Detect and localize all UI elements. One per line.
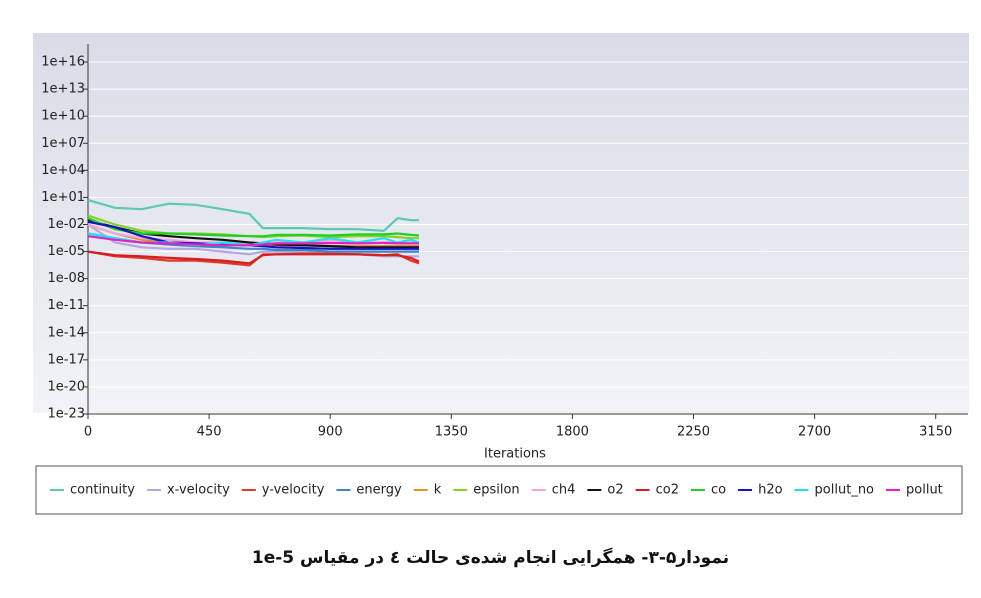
x-tick-label: 1350 xyxy=(435,425,468,440)
series-line xyxy=(87,220,419,250)
legend-label: continuity xyxy=(70,483,135,498)
y-tick-label: 1e-11 xyxy=(47,298,85,313)
chart: Iterations continuity x-velocity y-velocit… xyxy=(33,33,969,515)
y-tick-label: 1e+01 xyxy=(41,190,85,205)
x-tick-label: 3150 xyxy=(919,425,952,440)
legend-label: energy xyxy=(356,483,402,498)
legend-label: epsilon xyxy=(473,483,519,498)
y-tick-label: 1e-17 xyxy=(47,352,85,367)
y-tick-label: 1e-08 xyxy=(47,271,85,286)
legend-label: h2o xyxy=(758,483,783,498)
y-tick-label: 1e-23 xyxy=(47,407,85,422)
legend-label: o2 xyxy=(607,483,623,498)
legend-label: ch4 xyxy=(552,483,576,498)
legend-label: co2 xyxy=(656,483,679,498)
legend-label: pollut_no xyxy=(815,483,875,498)
x-tick-label: 900 xyxy=(318,425,343,440)
y-tick-label: 1e+13 xyxy=(41,82,85,97)
series-line xyxy=(87,199,419,232)
y-tick-label: 1e-05 xyxy=(47,244,85,259)
y-tick-label: 1e-20 xyxy=(47,379,85,394)
legend-label: k xyxy=(434,483,442,498)
legend-label: pollut xyxy=(906,483,943,498)
y-tick-label: 1e-02 xyxy=(47,217,85,232)
x-tick-label: 2700 xyxy=(798,425,831,440)
x-tick-label: 1800 xyxy=(556,425,589,440)
x-tick-label: 0 xyxy=(84,425,92,440)
series-line xyxy=(87,217,420,238)
y-tick-label: 1e-14 xyxy=(47,325,85,340)
y-tick-label: 1e+04 xyxy=(41,163,85,178)
legend-label: co xyxy=(711,483,726,498)
series-line xyxy=(87,250,420,265)
y-tick-label: 1e+10 xyxy=(41,109,85,124)
x-axis-label: Iterations xyxy=(484,447,546,462)
series-line xyxy=(87,223,419,248)
y-tick-label: 1e+07 xyxy=(41,136,85,151)
legend: continuity x-velocity y-velocity energy k eps… xyxy=(50,483,943,498)
y-tick-label: 1e+16 xyxy=(41,55,85,70)
legend-label: x-velocity xyxy=(167,483,230,498)
series-line xyxy=(87,235,419,247)
legend-label: y-velocity xyxy=(262,483,325,498)
x-tick-label: 2250 xyxy=(677,425,710,440)
x-tick-label: 450 xyxy=(197,425,222,440)
caption: نمودار۵-۳- همگرایی انجام شده‌ی حالت ٤ در… xyxy=(251,548,730,568)
plot-background xyxy=(33,33,969,413)
